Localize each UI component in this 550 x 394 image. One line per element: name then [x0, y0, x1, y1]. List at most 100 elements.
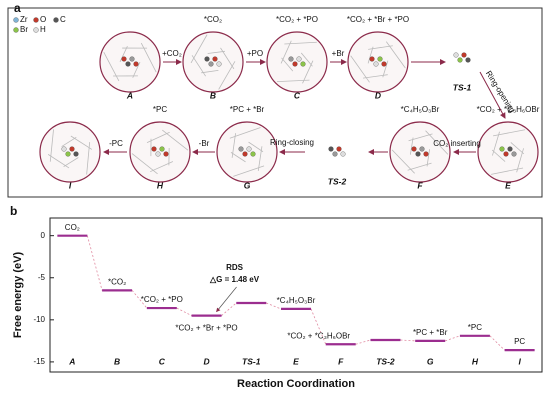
framework-line [426, 149, 430, 167]
atom [292, 61, 298, 67]
atom [73, 151, 79, 157]
legend-label: H [40, 25, 46, 34]
state-label: *CO₂ + *Br + *PO [347, 15, 409, 24]
level-label: *PC + *Br [413, 328, 448, 337]
framework-line [368, 45, 393, 50]
atom [61, 146, 67, 152]
atom [336, 146, 342, 152]
state-id: TS-1 [453, 82, 472, 92]
state-id: H [157, 180, 164, 190]
framework-line [408, 133, 433, 142]
framework-line [257, 146, 263, 171]
framework-line [86, 142, 91, 175]
panel-label: b [10, 204, 17, 218]
atom [288, 56, 294, 62]
framework-line [350, 55, 370, 83]
state-circle [477, 121, 539, 183]
state-id: B [210, 90, 216, 100]
state-id: G [244, 180, 251, 190]
state-circle [99, 31, 161, 93]
framework-line [385, 41, 406, 69]
atom [411, 146, 417, 152]
arrow-label: +CO₂ [162, 49, 182, 58]
framework-line [425, 130, 449, 155]
framework-line [207, 50, 225, 54]
level-label: *C₄H₅O₃Br [277, 296, 316, 305]
framework-line [231, 133, 236, 158]
state-label: *C₄H₅O₃Br [401, 105, 440, 114]
framework-line [280, 40, 292, 64]
state-circle [216, 121, 278, 183]
framework-line [281, 57, 294, 72]
atom [511, 151, 517, 157]
framework-line [491, 149, 506, 162]
arrow-label: Ring-closing [270, 138, 314, 147]
atom [208, 61, 214, 67]
x-tick-label: G [427, 356, 434, 366]
atom [423, 151, 429, 157]
atom [340, 151, 346, 157]
arrow-label: +Br [332, 49, 345, 58]
connector [355, 339, 371, 345]
atom [381, 61, 387, 67]
state-circle [266, 31, 328, 93]
framework-line [150, 161, 174, 173]
atom [328, 146, 334, 152]
state-circle [389, 121, 451, 183]
level-label: PC [514, 337, 525, 346]
arrow-label: -Br [199, 139, 210, 148]
atom [415, 151, 421, 157]
framework-line [201, 70, 219, 74]
framework-line [140, 42, 157, 73]
atom [300, 61, 306, 67]
panel-label: a [14, 1, 21, 15]
framework-line [409, 137, 414, 155]
y-tick-label: 0 [41, 231, 46, 240]
state-label: *CO₂ [204, 15, 222, 24]
x-axis-title: Reaction Coordination [237, 378, 355, 390]
atom [507, 146, 513, 152]
framework-line [229, 127, 261, 139]
framework-line [146, 131, 170, 143]
annotation-arrow [216, 286, 237, 313]
x-tick-label: I [518, 356, 521, 366]
diagram: Zr O C Br H A B *CO₂ C *CO₂ + *PO D *CO₂ + *Br + *P… [13, 15, 540, 190]
atom [212, 56, 218, 62]
atom [461, 52, 467, 58]
y-axis-title: Free energy (eV) [12, 252, 24, 339]
legend-swatch [13, 17, 19, 23]
arrow-label: +PO [247, 49, 263, 58]
x-tick-label: A [68, 356, 75, 366]
connector [445, 335, 461, 342]
connector [266, 302, 282, 310]
framework-line [493, 129, 526, 137]
x-tick-label: F [338, 356, 344, 366]
x-tick-label: TS-1 [242, 356, 261, 366]
level-label: *CO₂ + *C₃H₆OBr [287, 331, 350, 340]
framework-line [302, 60, 314, 84]
atom [129, 56, 135, 62]
atom [216, 61, 222, 67]
plot-frame [49, 217, 543, 373]
legend-label: Br [20, 25, 28, 34]
state-circle [129, 121, 191, 183]
annotation-text: △G = 1.48 eV [209, 275, 260, 284]
atom [250, 151, 256, 157]
framework-line [492, 131, 500, 156]
atom [503, 151, 509, 157]
atom [204, 56, 210, 62]
framework-line [131, 153, 158, 175]
framework-line [162, 129, 189, 151]
atom [69, 146, 75, 152]
framework-line [248, 141, 264, 153]
legend-swatch [13, 27, 19, 33]
atom [151, 146, 157, 152]
framework-line [276, 79, 310, 82]
atom [159, 146, 165, 152]
atom [369, 56, 375, 62]
state-label: *CO₂ + *PO [276, 15, 318, 24]
atom [246, 146, 252, 152]
state-id: C [294, 90, 301, 100]
legend-label: Zr [20, 15, 28, 24]
